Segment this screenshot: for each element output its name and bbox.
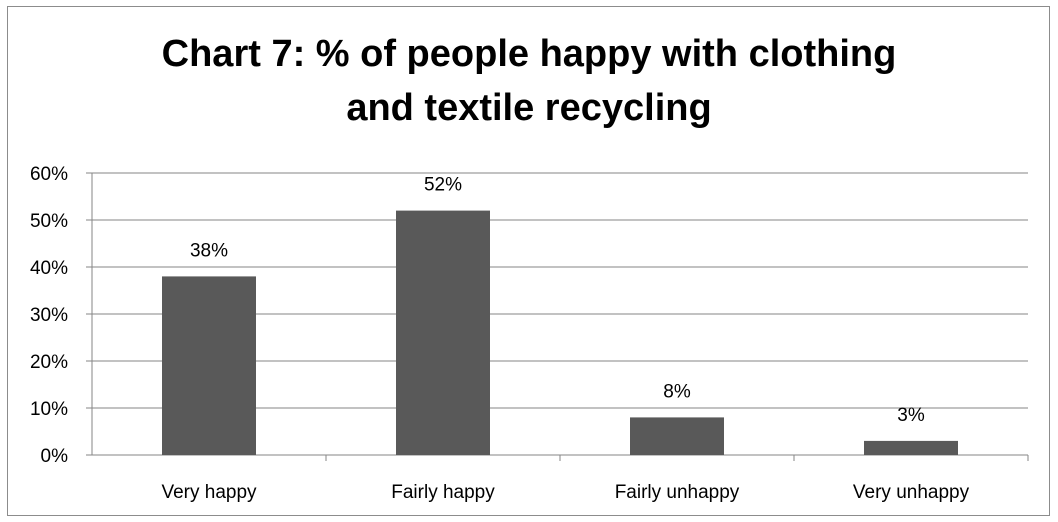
y-tick-label: 40% (30, 258, 68, 279)
y-tick-label: 50% (30, 211, 68, 232)
bar (396, 210, 490, 455)
bar (630, 417, 724, 455)
data-label: 52% (424, 175, 462, 196)
y-tick-label: 60% (30, 164, 68, 185)
y-tick-label: 0% (41, 446, 69, 467)
x-category-label: Very unhappy (853, 482, 970, 503)
x-category-label: Very happy (161, 482, 257, 503)
bar (162, 276, 256, 455)
chart-title-line-2: and textile recycling (346, 87, 712, 129)
chart-title-line-1: Chart 7: % of people happy with clothing (161, 33, 897, 75)
x-category-label: Fairly unhappy (615, 482, 740, 503)
data-label: 8% (663, 381, 691, 402)
data-label: 3% (897, 405, 925, 426)
x-category-label: Fairly happy (391, 482, 495, 503)
bar (864, 440, 958, 455)
y-tick-label: 10% (30, 399, 68, 420)
y-tick-label: 30% (30, 305, 68, 326)
y-tick-label: 20% (30, 352, 68, 373)
data-label: 38% (190, 240, 228, 261)
chart-title: Chart 7: % of people happy with clothing… (0, 27, 1058, 135)
